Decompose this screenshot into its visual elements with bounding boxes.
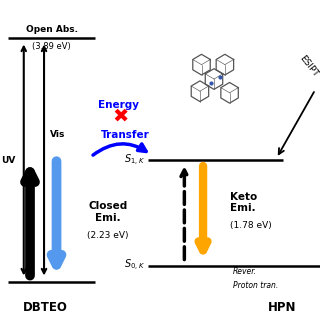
- Text: Open Abs.: Open Abs.: [26, 25, 78, 34]
- Text: Proton tran.: Proton tran.: [233, 281, 278, 290]
- FancyArrowPatch shape: [93, 144, 146, 155]
- Text: Transfer: Transfer: [101, 130, 149, 140]
- Text: Emi.: Emi.: [229, 203, 255, 213]
- Text: $S_{1,K}$: $S_{1,K}$: [124, 152, 145, 168]
- Text: Energy: Energy: [98, 100, 140, 110]
- Text: Emi.: Emi.: [95, 212, 121, 223]
- Text: ESIPT: ESIPT: [298, 53, 320, 78]
- Text: Closed: Closed: [88, 201, 128, 212]
- Text: (2.23 eV): (2.23 eV): [87, 231, 129, 240]
- Text: HPN: HPN: [268, 300, 297, 314]
- Text: Rever.: Rever.: [233, 267, 257, 276]
- Text: Vis: Vis: [50, 130, 66, 139]
- Text: ✖: ✖: [112, 106, 129, 125]
- Text: $S_{0,K}$: $S_{0,K}$: [124, 258, 145, 273]
- Text: (3.89 eV): (3.89 eV): [32, 42, 71, 51]
- Text: UV: UV: [2, 156, 16, 164]
- Text: Keto: Keto: [229, 192, 257, 202]
- Text: (1.78 eV): (1.78 eV): [229, 221, 271, 230]
- Text: DBTEO: DBTEO: [23, 300, 68, 314]
